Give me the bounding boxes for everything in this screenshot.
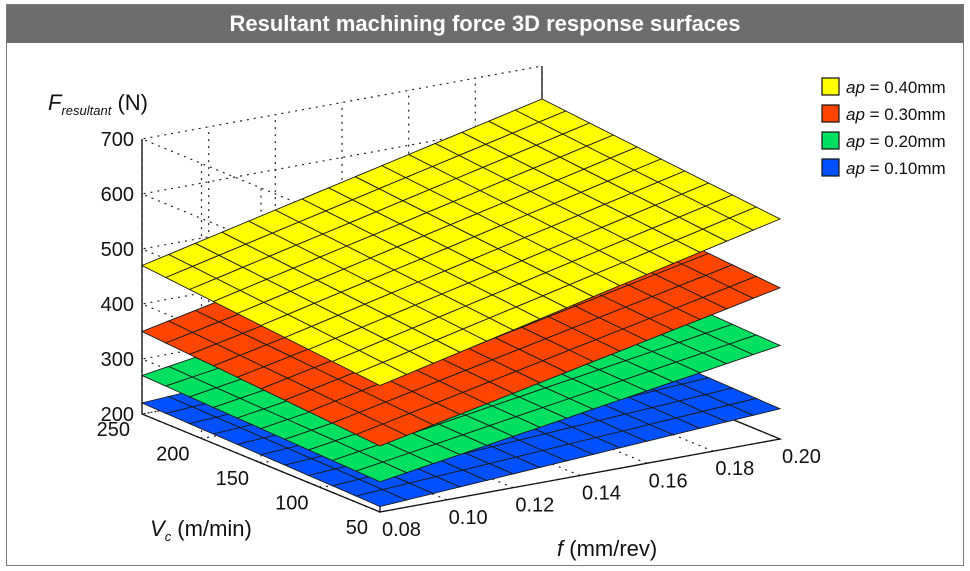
x-tick-label: 0.14 <box>582 483 621 505</box>
legend-swatch <box>821 77 840 96</box>
x-axis-label: f (mm/rev) <box>557 536 657 561</box>
surface-patch <box>728 397 782 416</box>
x-tick-label: 0.18 <box>715 458 754 480</box>
x-tick-label: 0.16 <box>649 470 688 492</box>
legend-swatch <box>821 104 840 123</box>
z-axis-label: Fresultant (N) <box>48 90 148 118</box>
y-tick-label: 250 <box>97 419 130 441</box>
y-tick-label: 50 <box>346 517 368 539</box>
x-tick-label: 0.20 <box>782 446 821 468</box>
legend-swatch <box>821 131 840 150</box>
z-tick-label: 500 <box>101 239 134 261</box>
legend-label: ap = 0.30mm <box>846 105 946 124</box>
z-tick-label: 600 <box>101 184 134 206</box>
axis-frame-back <box>141 139 381 513</box>
surface-series <box>140 98 782 386</box>
surface-patch <box>728 275 782 299</box>
x-tick-label: 0.10 <box>449 507 488 529</box>
legend-label: ap = 0.40mm <box>846 78 946 97</box>
y-tick-label: 200 <box>156 444 189 466</box>
y-tick-label: 100 <box>275 493 308 515</box>
chart-title: Resultant machining force 3D response su… <box>7 5 963 43</box>
x-tick-label: 0.08 <box>382 519 421 541</box>
y-axis-label: Vc (m/min) <box>150 516 252 544</box>
z-tick-label: 400 <box>101 294 134 316</box>
surface-patch <box>728 206 782 231</box>
surface-patch <box>728 334 782 356</box>
z-tick-label: 200 <box>101 404 134 426</box>
legend-label: ap = 0.20mm <box>846 132 946 151</box>
legend-label: ap = 0.10mm <box>846 159 946 178</box>
y-tick-label: 150 <box>216 468 249 490</box>
x-tick-label: 0.12 <box>515 495 554 517</box>
legend-swatch <box>821 158 840 177</box>
z-tick-label: 300 <box>101 349 134 371</box>
z-tick-label: 700 <box>101 129 134 151</box>
